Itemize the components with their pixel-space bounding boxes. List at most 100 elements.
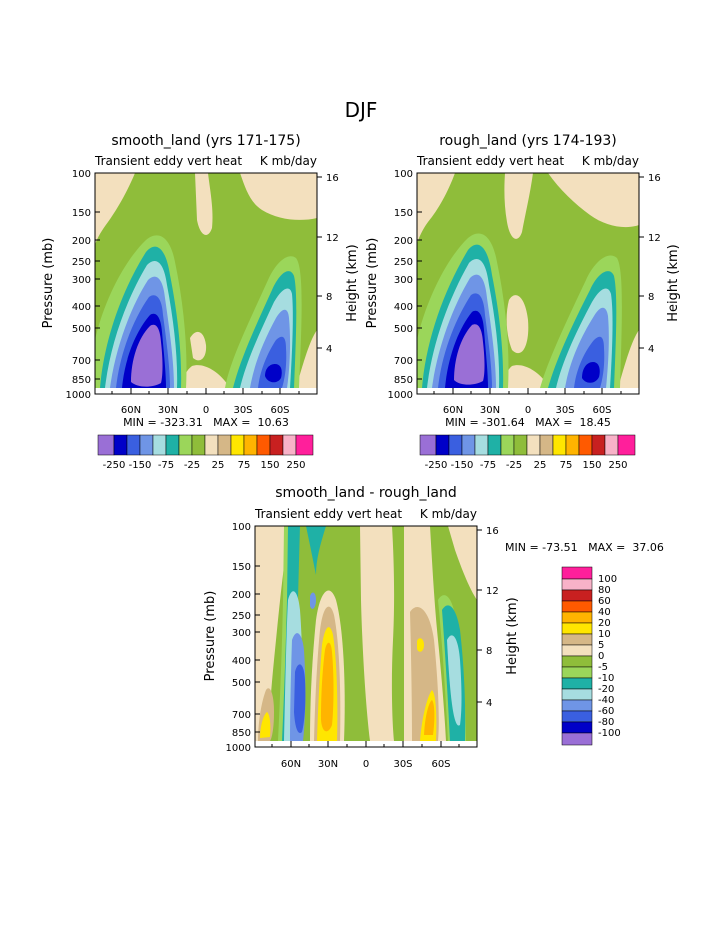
- colorbar-box: [617, 434, 636, 456]
- colorbar: -250 -150 -75 -25 25 75 150 250: [97, 434, 314, 471]
- colorbar-box: [561, 578, 593, 591]
- colorbar-label: -250: [103, 460, 126, 471]
- y-tick-label: 1000: [388, 390, 413, 401]
- colorbar-box: [561, 589, 593, 602]
- colorbar-label: -150: [129, 460, 152, 471]
- y2-ticks: [317, 176, 322, 349]
- y-tick-label: 850: [72, 375, 91, 386]
- y-tick-label: 150: [72, 208, 91, 219]
- y-ticks: [255, 525, 260, 733]
- level-minus300-left: [454, 324, 485, 385]
- y-tick-label: 700: [232, 710, 251, 721]
- colorbar-label: -250: [425, 460, 448, 471]
- colorbar-box: [552, 434, 567, 456]
- y-tick-label: 700: [394, 356, 413, 367]
- y2-tick-label: 16: [648, 173, 661, 184]
- colorbar-box: [461, 434, 476, 456]
- y-ticks: [95, 172, 100, 380]
- y-tick-label: 300: [394, 275, 413, 286]
- level-positive-mid: [190, 331, 207, 361]
- panel-title: smooth_land - rough_land: [275, 485, 456, 501]
- colorbar-box: [604, 434, 619, 456]
- y2-ticks: [477, 529, 482, 703]
- y-tick-label: 200: [394, 236, 413, 247]
- level-positive-topleft: [95, 173, 135, 245]
- colorbar-box: [256, 434, 271, 456]
- y-tick-label: 100: [394, 169, 413, 180]
- colorbar-label: -75: [480, 460, 496, 471]
- x-tick-label: 60S: [270, 405, 289, 416]
- y2-tick-label: 8: [486, 646, 492, 657]
- colorbar-box: [561, 633, 593, 646]
- colorbar-box: [561, 688, 593, 701]
- x-ticks: [271, 741, 460, 747]
- level-minus250-right: [265, 364, 282, 383]
- contour-field: [255, 526, 477, 747]
- level-positive-rightbottom: [296, 330, 317, 388]
- colorbar-box: [419, 434, 437, 456]
- y2-ticks: [639, 176, 644, 349]
- x-tick-label: 60N: [443, 405, 463, 416]
- colorbar-box: [178, 434, 193, 456]
- panel-subtitle-right: K mb/day: [420, 507, 477, 521]
- colorbar-box: [269, 434, 284, 456]
- level-minus20-top: [306, 526, 326, 575]
- y-tick-label: 250: [232, 611, 251, 622]
- colorbar-box: [561, 644, 593, 657]
- x-tick-label: 0: [363, 759, 369, 770]
- level-positive-top: [504, 173, 533, 239]
- x-tick-label: 30S: [555, 405, 574, 416]
- colorbar-box: [217, 434, 232, 456]
- y-tick-label: 100: [232, 522, 251, 533]
- y-ticks: [417, 172, 422, 380]
- min-max-stats: MIN = -323.31 MAX = 10.63: [123, 416, 289, 429]
- colorbar-label: -5: [598, 662, 608, 673]
- level-positive-rightbottom: [618, 330, 639, 388]
- y-tick-label: 500: [72, 324, 91, 335]
- colorbar-box: [295, 434, 314, 456]
- colorbar-label: 25: [212, 460, 225, 471]
- colorbar-box: [561, 622, 593, 635]
- level-positive-topleft: [417, 173, 455, 243]
- x-tick-label: 30N: [480, 405, 500, 416]
- y2-tick-label: 12: [648, 233, 661, 244]
- y-tick-label: 200: [72, 236, 91, 247]
- x-tick-label: 60N: [121, 405, 141, 416]
- page-title: DJF: [345, 98, 378, 122]
- colorbar-box: [561, 655, 593, 668]
- y-tick-label: 250: [394, 257, 413, 268]
- colorbar-label: -100: [598, 728, 621, 739]
- colorbar: -250 -150 -75 -25 25 75 150 250: [419, 434, 636, 471]
- x-tick-label: 30N: [318, 759, 338, 770]
- y-axis-label: Pressure (mb): [41, 238, 56, 329]
- y2-tick-label: 8: [326, 292, 332, 303]
- colorbar-box: [561, 721, 593, 734]
- colorbar-box: [113, 434, 128, 456]
- colorbar-box: [561, 611, 593, 624]
- y2-tick-label: 16: [326, 173, 339, 184]
- x-tick-label: 0: [525, 405, 531, 416]
- colorbar-label: -25: [184, 460, 200, 471]
- level-positive-topright: [240, 173, 317, 220]
- colorbar-label: -25: [506, 460, 522, 471]
- panel-subtitle-right: K mb/day: [260, 154, 317, 168]
- panel-subtitle-left: Transient eddy vert heat: [254, 507, 402, 521]
- level-10to20-right: [417, 638, 424, 652]
- y-tick-label: 400: [394, 302, 413, 313]
- colorbar-box: [282, 434, 297, 456]
- x-tick-label: 60S: [592, 405, 611, 416]
- colorbar-box: [526, 434, 541, 456]
- colorbar-box: [448, 434, 463, 456]
- y-tick-label: 850: [394, 375, 413, 386]
- level-positive-bottom: [504, 365, 550, 388]
- level-0to5-left: [255, 526, 290, 741]
- colorbar-box: [561, 566, 593, 580]
- colorbar-label: -75: [158, 460, 174, 471]
- contour-field: [95, 173, 317, 394]
- y2-tick-label: 12: [326, 233, 339, 244]
- colorbar-label: 80: [598, 585, 611, 596]
- panel-subtitle-left: Transient eddy vert heat: [416, 154, 564, 168]
- colorbar-box: [487, 434, 502, 456]
- colorbar-box: [97, 434, 115, 456]
- y2-tick-label: 4: [486, 698, 492, 709]
